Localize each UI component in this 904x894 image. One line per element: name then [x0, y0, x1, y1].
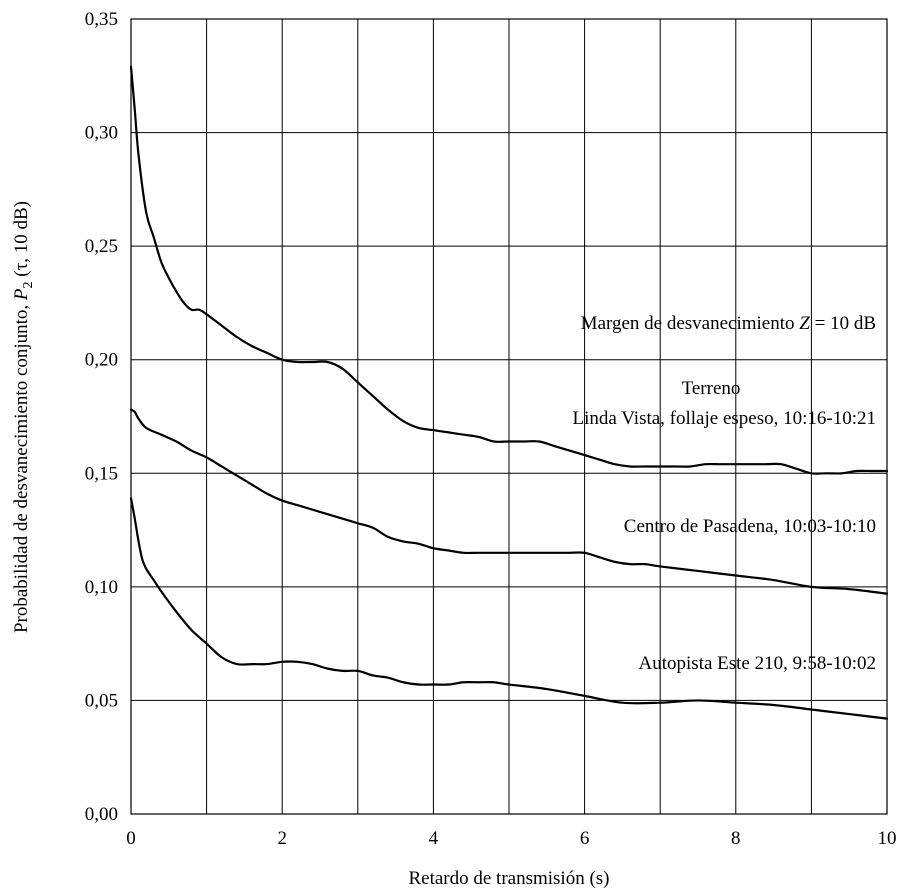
x-tick-label: 10	[878, 828, 897, 849]
y-tick-label: 0,35	[85, 9, 118, 30]
y-tick-label: 0,05	[85, 690, 118, 711]
y-axis-title: Probabilidad de desvanecimiento conjunto…	[11, 201, 36, 633]
y-tick-label: 0,00	[85, 804, 118, 825]
grid	[131, 19, 887, 814]
plot-frame	[130, 18, 888, 815]
series-label-centro-pasadena: Centro de Pasadena, 10:03-10:10	[624, 516, 876, 537]
series-label-linda-vista: Linda Vista, follaje espeso, 10:16-10:21	[572, 408, 876, 429]
annotation-fade-margin-prefix: Margen de desvanecimiento	[581, 313, 800, 334]
tick-labels: 0 2 4 6 8 10 0,00 0,05 0,10 0,15 0,20 0,25 0,30 0,35	[85, 9, 897, 849]
x-tick-label: 8	[731, 828, 741, 849]
y-tick-label: 0,10	[85, 577, 118, 598]
x-tick-label: 4	[429, 828, 439, 849]
y-axis-title-prefix: Probabilidad de desvanecimiento conjunto…	[11, 300, 32, 633]
y-tick-label: 0,30	[85, 123, 118, 144]
y-tick-label: 0,20	[85, 350, 118, 371]
y-axis-title-subscript: 2	[21, 281, 36, 288]
series-line-centro-pasadena	[129, 408, 889, 595]
series-line-autopista-este	[129, 497, 889, 720]
annotation-fade-margin: Margen de desvanecimiento Z = 10 dB	[581, 313, 876, 334]
annotation-terrain-header: Terreno	[682, 378, 741, 399]
series-label-autopista-este: Autopista Este 210, 9:58-10:02	[639, 653, 876, 674]
y-tick-label: 0,15	[85, 463, 118, 484]
series-group	[129, 65, 889, 720]
x-tick-label: 2	[277, 828, 287, 849]
y-axis-title-suffix: (τ, 10 dB)	[11, 201, 32, 281]
annotation-fade-margin-suffix: = 10 dB	[810, 313, 876, 334]
series-line-linda-vista	[129, 65, 889, 475]
x-tick-label: 0	[126, 828, 136, 849]
y-axis-title-symbol: P	[11, 288, 32, 301]
annotation-fade-margin-symbol: Z	[799, 313, 810, 334]
x-tick-label: 6	[580, 828, 590, 849]
y-tick-label: 0,25	[85, 236, 118, 257]
x-axis-title: Retardo de transmisión (s)	[408, 868, 609, 889]
